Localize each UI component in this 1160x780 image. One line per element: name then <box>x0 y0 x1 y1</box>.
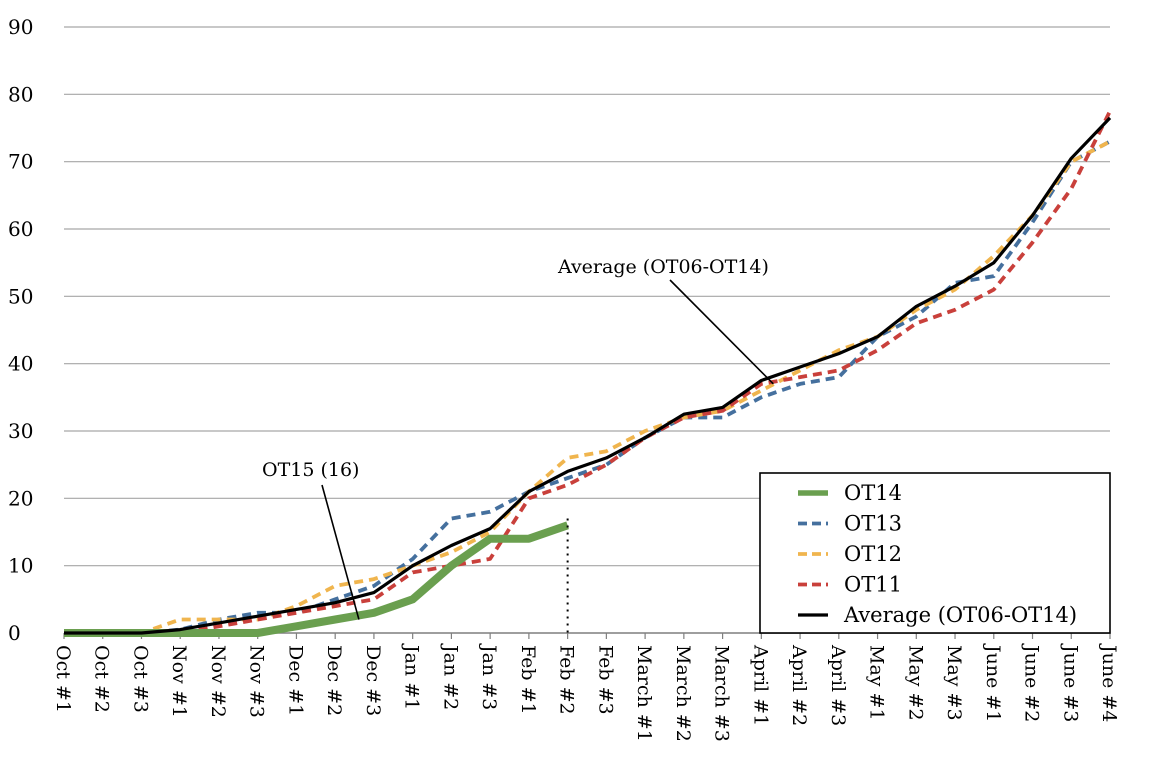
x-tick-label: April #2 <box>788 644 810 726</box>
x-tick-label: Feb #3 <box>594 645 616 715</box>
x-tick-label: Dec #2 <box>323 645 345 716</box>
x-tick-label: March #1 <box>633 645 655 742</box>
legend-label: OT12 <box>844 542 902 566</box>
legend-label: OT14 <box>844 481 902 505</box>
y-tick-label: 80 <box>8 82 33 106</box>
x-tick-label: March #3 <box>711 645 733 742</box>
y-tick-label: 70 <box>8 150 33 174</box>
series-lines <box>64 110 1112 637</box>
x-tick-label: June #3 <box>1059 643 1081 722</box>
y-tick-label: 90 <box>8 15 33 39</box>
y-tick-label: 40 <box>8 352 33 376</box>
series-line-ot12 <box>64 139 1111 635</box>
x-tick-label: Oct #1 <box>52 645 74 713</box>
annotations: Average (OT06-OT14) OT15 (16) <box>262 256 774 620</box>
x-tick-label: Feb #1 <box>517 645 539 715</box>
x-tick-label: June #4 <box>1098 643 1120 722</box>
annotation-leader-line <box>669 279 774 385</box>
y-tick-label: 20 <box>8 486 33 510</box>
series-line-ot13 <box>64 139 1111 635</box>
x-tick-label: April #1 <box>749 644 771 726</box>
x-tick-label: Jan #1 <box>401 643 423 710</box>
x-tick-label: Feb #2 <box>556 645 578 715</box>
x-tick-label: June #1 <box>982 643 1004 722</box>
y-tick-label: 30 <box>8 419 33 443</box>
annotation-label: OT15 (16) <box>262 459 359 481</box>
x-tick-label: May #2 <box>904 645 926 721</box>
legend: OT14 OT13 OT12 OT11 Average (OT06-OT14) <box>759 472 1111 634</box>
x-axis-ticks: Oct #1 Oct #2 Oct #3 Nov #1 Nov #2 Nov #3 Dec … <box>52 633 1120 742</box>
x-tick-label: April #3 <box>827 644 849 726</box>
y-axis-ticks: 0 10 20 30 40 50 60 70 80 90 <box>8 15 33 645</box>
x-tick-label: Oct #2 <box>91 645 113 713</box>
x-tick-label: Nov #3 <box>246 645 268 718</box>
x-tick-label: Dec #3 <box>362 645 384 716</box>
x-tick-label: May #1 <box>866 645 888 721</box>
x-tick-label: Oct #3 <box>129 645 151 713</box>
legend-label: Average (OT06-OT14) <box>843 603 1077 627</box>
series-line-average-ot06-ot14 <box>64 116 1112 635</box>
x-tick-label: Nov #1 <box>168 645 190 718</box>
annotation-leader-line <box>321 484 360 620</box>
series-line-ot11 <box>64 110 1112 635</box>
x-tick-label: Jan #2 <box>439 643 461 710</box>
x-tick-label: Jan #3 <box>478 643 500 710</box>
x-tick-label: June #2 <box>1021 643 1043 722</box>
x-tick-label: Dec #1 <box>284 645 306 716</box>
series-line-ot14 <box>64 521 569 637</box>
x-tick-label: March #2 <box>672 645 694 742</box>
annotation-label: Average (OT06-OT14) <box>557 256 769 278</box>
legend-label: OT11 <box>844 573 902 597</box>
x-tick-label: May #3 <box>943 645 965 721</box>
y-tick-label: 10 <box>8 554 33 578</box>
y-tick-label: 50 <box>8 284 33 308</box>
y-tick-label: 60 <box>8 217 33 241</box>
y-tick-label: 0 <box>8 621 21 645</box>
x-tick-label: Nov #2 <box>207 645 229 718</box>
legend-label: OT13 <box>844 512 902 536</box>
